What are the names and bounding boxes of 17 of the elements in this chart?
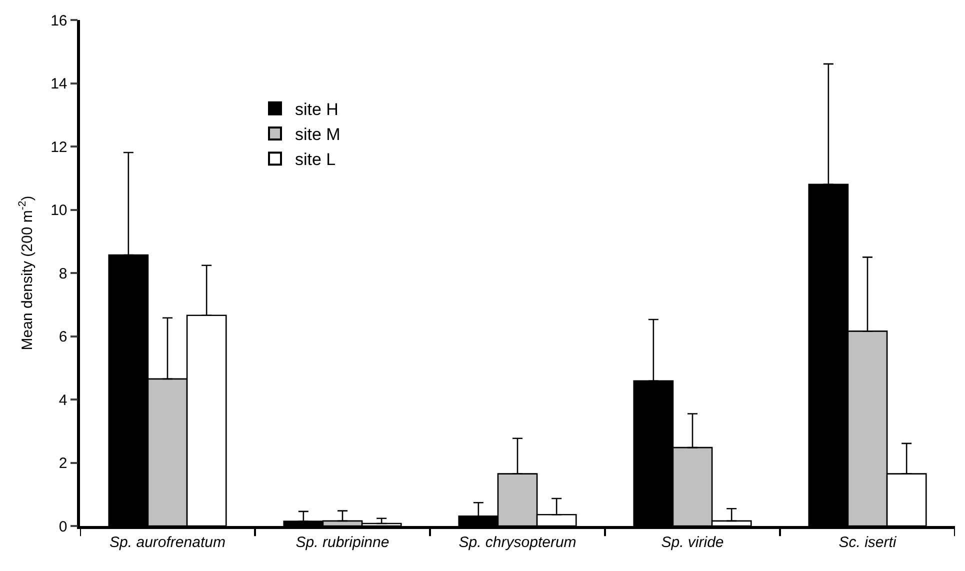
y-tick-label: 10 <box>50 202 68 219</box>
y-tick-label: 6 <box>58 328 68 346</box>
y-tick-label: 16 <box>50 12 68 30</box>
y-tick-label: 2 <box>58 455 68 472</box>
y-tick-label: 8 <box>58 265 68 282</box>
x-tick-label: Sp. aurofrenatum <box>110 534 226 551</box>
y-tick-label: 14 <box>50 76 68 92</box>
x-tick-label: Sp. viride <box>661 534 724 551</box>
x-tick-label: Sc. iserti <box>838 534 897 551</box>
legend-label: site L <box>295 150 336 170</box>
y-tick-label: 12 <box>50 138 68 156</box>
legend-label: site M <box>295 125 340 144</box>
x-tick-label: Sp. chrysopterum <box>458 534 576 551</box>
x-tick-label: Sp. rubripinne <box>296 534 390 551</box>
y-tick-label: 4 <box>58 392 68 409</box>
y-tick-label: 0 <box>58 518 68 536</box>
legend-label: site H <box>295 100 338 120</box>
